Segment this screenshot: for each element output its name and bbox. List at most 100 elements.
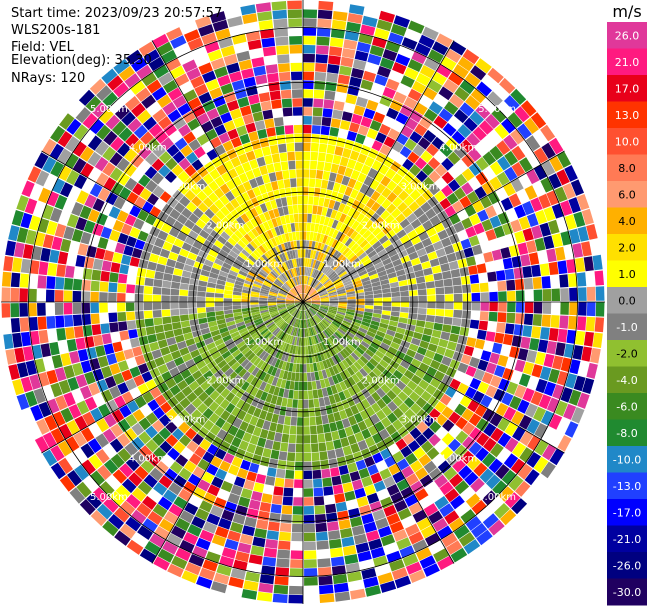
radar-gate [290, 550, 303, 560]
radar-gate [253, 148, 264, 159]
radar-gate [271, 237, 278, 247]
radar-gate [450, 268, 461, 278]
radar-gate [197, 479, 211, 492]
radar-gate [500, 197, 514, 211]
radar-gate [215, 284, 225, 290]
radar-gate [543, 381, 556, 397]
radar-gate [386, 203, 397, 214]
radar-gate [170, 65, 186, 79]
radar-gate [452, 241, 463, 252]
radar-gate [176, 231, 188, 242]
radar-gate [380, 383, 391, 394]
radar-gate [235, 388, 245, 399]
radar-gate [366, 361, 376, 371]
radar-gate [409, 110, 423, 123]
radar-gate [285, 270, 291, 279]
radar-gate [364, 262, 374, 270]
radar-gate [379, 428, 390, 440]
radar-gate [433, 272, 443, 281]
radar-gate [434, 164, 448, 177]
radar-gate [425, 281, 435, 289]
radar-gate [548, 328, 559, 342]
radar-gate [454, 403, 467, 416]
radar-gate [422, 87, 438, 101]
radar-gate [444, 244, 455, 255]
radar-gate [108, 98, 124, 114]
radar-gate [253, 357, 262, 367]
radar-gate [161, 295, 170, 302]
radar-gate [163, 273, 173, 282]
radar-gate [220, 266, 230, 274]
radar-gate [230, 266, 240, 274]
radar-gate [220, 112, 233, 124]
radar-gate [297, 195, 303, 205]
radar-gate [281, 322, 288, 331]
radar-gate [369, 179, 380, 190]
radar-gate [374, 334, 384, 342]
radar-gate [408, 20, 425, 34]
radar-gate [250, 302, 259, 305]
radar-gate [286, 303, 295, 306]
radar-gate [332, 109, 343, 120]
radar-gate [37, 289, 46, 302]
radar-gate [271, 269, 280, 277]
radar-gate [363, 311, 373, 317]
radar-gate [106, 353, 118, 365]
radar-gate [208, 542, 224, 555]
radar-gate [11, 210, 24, 227]
range-ring-label: 2.00km [206, 376, 244, 387]
radar-gate [307, 345, 312, 355]
radar-gate [205, 302, 215, 308]
radar-gate [217, 373, 228, 384]
radar-gate [386, 191, 398, 203]
radar-gate [90, 407, 103, 422]
colorbar-tick-label: -4.0 [616, 374, 637, 387]
radar-gate [254, 205, 263, 215]
radar-gate [576, 272, 587, 287]
radar-gate [54, 290, 64, 302]
radar-gate [244, 516, 257, 528]
radar-gate [304, 594, 319, 604]
radar-gate [224, 241, 234, 250]
radar-gate [137, 160, 151, 174]
radar-gate [399, 545, 415, 559]
radar-gate [307, 328, 311, 337]
radar-gate [410, 257, 421, 266]
radar-gate [245, 384, 255, 394]
radar-gate [232, 417, 243, 429]
radar-gate [415, 72, 431, 87]
radar-gate [457, 362, 469, 374]
radar-gate [364, 291, 374, 296]
radar-gate [423, 327, 433, 336]
radar-gate [566, 259, 577, 274]
radar-gate [370, 253, 380, 262]
radar-gate [379, 359, 389, 369]
radar-gate [200, 350, 211, 360]
colorbar-tick-label: 10.0 [615, 135, 640, 148]
radar-gate [198, 317, 208, 325]
radar-gate [92, 198, 105, 212]
radar-gate [335, 173, 344, 184]
radar-gate [281, 433, 290, 443]
radar-gate [174, 202, 186, 214]
radar-gate [291, 523, 303, 533]
radar-gate [275, 329, 283, 338]
radar-gate [103, 497, 119, 513]
radar-gate [502, 222, 514, 236]
radar-gate [360, 144, 371, 156]
radar-gate [434, 315, 444, 324]
radar-gate [341, 48, 356, 59]
radar-gate [303, 302, 309, 309]
radar-gate [435, 287, 445, 295]
radar-gate [109, 491, 125, 507]
radar-gate [418, 295, 427, 302]
radar-gate [445, 48, 462, 63]
radar-gate [382, 86, 396, 99]
radar-gate [360, 255, 370, 264]
radar-gate [73, 174, 88, 190]
radar-gate [389, 360, 400, 370]
radar-gate [172, 321, 182, 330]
radar-gate [212, 334, 222, 342]
radar-gate [198, 250, 208, 259]
radar-gate [476, 329, 487, 340]
